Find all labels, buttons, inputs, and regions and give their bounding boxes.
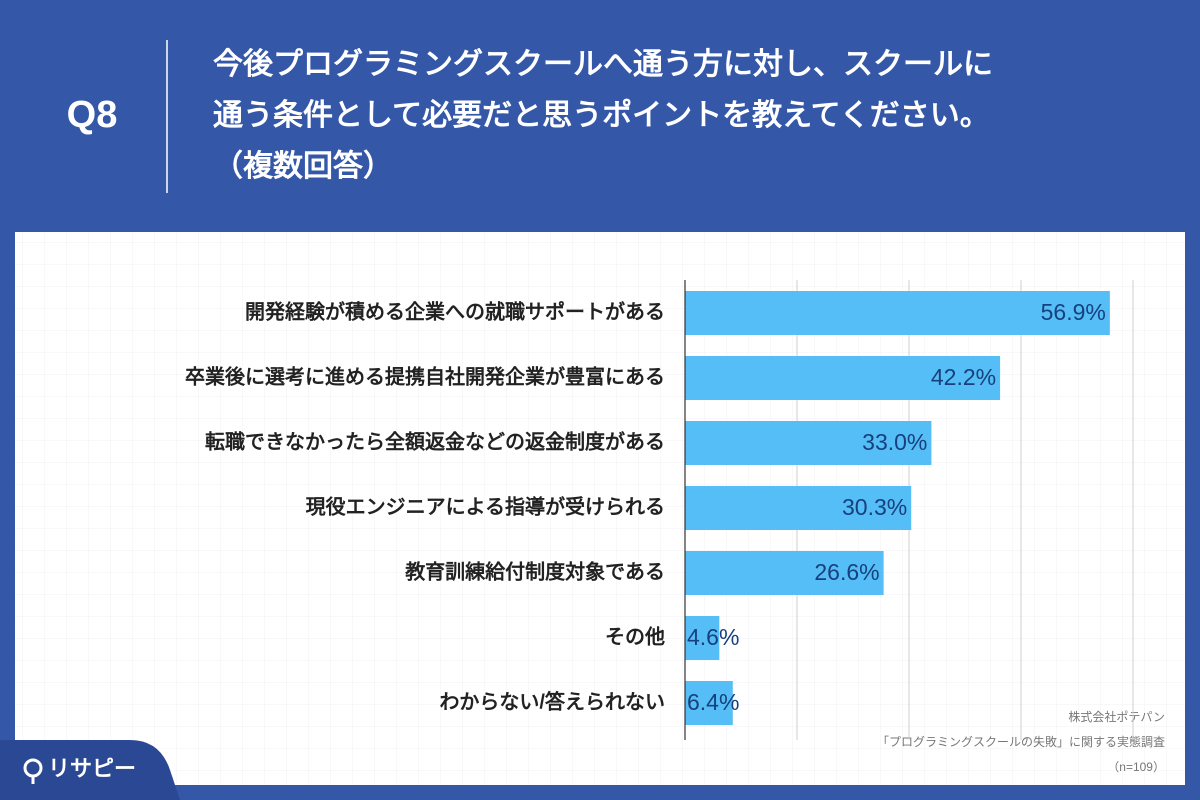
source-line: 「プログラミングスクールの失敗」に関する実態調査 — [877, 734, 1165, 749]
bar — [685, 551, 884, 595]
value-label: 42.2% — [931, 364, 996, 390]
value-label: 4.6% — [687, 624, 739, 650]
bar — [685, 681, 733, 725]
value-label: 30.3% — [842, 494, 907, 520]
brand-badge — [0, 740, 180, 800]
value-label: 33.0% — [862, 429, 927, 455]
bar — [685, 356, 1001, 400]
category-label: 教育訓練給付制度対象である — [404, 559, 665, 583]
bar — [685, 616, 720, 660]
title-line: 通う条件として必要だと思うポイントを教えてください。 — [213, 99, 990, 132]
category-label: 現役エンジニアによる指導が受けられる — [306, 494, 665, 518]
value-label: 6.4% — [687, 689, 739, 715]
category-label: 開発経験が積める企業への就職サポートがある — [245, 299, 665, 323]
value-label: 56.9% — [1041, 299, 1106, 325]
question-number: Q8 — [67, 94, 118, 136]
bar — [685, 421, 932, 465]
value-label: 26.6% — [814, 559, 879, 585]
source-line: （n=109） — [1107, 760, 1165, 774]
source-line: 株式会社ポテパン — [1068, 709, 1165, 724]
category-label: 転職できなかったら全額返金などの返金制度がある — [205, 429, 665, 453]
category-label: その他 — [605, 624, 665, 648]
title-line: 今後プログラミングスクールへ通う方に対し、スクールに — [213, 48, 993, 81]
bar — [685, 291, 1110, 335]
title-line: （複数回答） — [213, 149, 393, 183]
brand: リサピー — [48, 756, 136, 781]
bar — [685, 486, 912, 530]
category-label: 卒業後に選考に進める提携自社開発企業が豊富にある — [185, 364, 665, 388]
category-label: わからない/答えられない — [439, 689, 665, 713]
